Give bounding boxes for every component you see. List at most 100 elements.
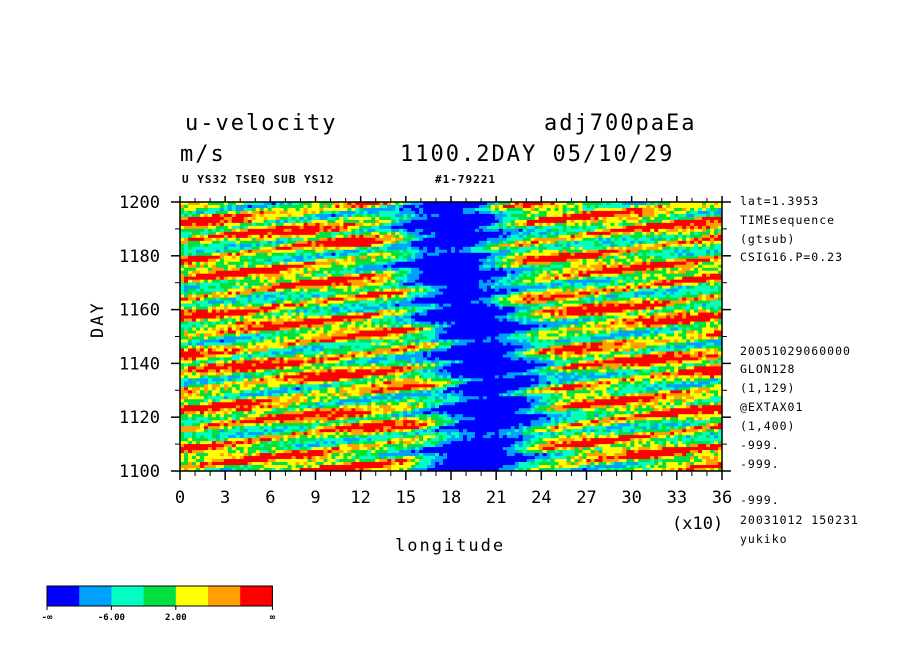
heatmap-cell [287, 210, 293, 215]
heatmap-cell [255, 240, 261, 245]
heatmap-cell [466, 216, 472, 221]
heatmap-cell [534, 261, 540, 266]
heatmap-cell [506, 273, 512, 278]
heatmap-cell [646, 246, 651, 251]
heatmap-cell [486, 243, 492, 248]
heatmap-cell [183, 243, 189, 248]
heatmap-cell [207, 204, 213, 209]
heatmap-cell [582, 279, 588, 284]
heatmap-cell [578, 207, 584, 212]
heatmap-cell [658, 246, 663, 251]
heatmap-cell [458, 243, 464, 248]
heatmap-cell [411, 204, 416, 209]
heatmap-cell [203, 216, 209, 221]
heatmap-cell [243, 276, 249, 281]
heatmap-cell [327, 249, 333, 254]
heatmap-cell [243, 237, 249, 242]
heatmap-cell [574, 261, 580, 266]
heatmap-cell [367, 216, 372, 221]
heatmap-cell [443, 252, 448, 257]
heatmap-cell [518, 228, 524, 233]
heatmap-cell [494, 258, 500, 263]
heatmap-cell [271, 202, 277, 206]
heatmap-cell [698, 267, 703, 272]
heatmap-cell [439, 285, 444, 290]
heatmap-cell [447, 225, 452, 230]
heatmap-cell [538, 249, 544, 254]
heatmap-cell [379, 288, 384, 293]
heatmap-cell [391, 225, 396, 230]
heatmap-cell [678, 219, 683, 224]
heatmap-cell [470, 273, 476, 278]
heatmap-cell [227, 252, 233, 257]
heatmap-cell [319, 207, 325, 212]
heatmap-cell [287, 252, 293, 257]
heatmap-cell [694, 267, 699, 272]
heatmap-cell [403, 202, 408, 206]
heatmap-cell [243, 270, 249, 275]
heatmap-cell [343, 234, 348, 239]
heatmap-cell [530, 207, 536, 212]
heatmap-cell [682, 228, 687, 233]
heatmap-cell [698, 222, 703, 227]
heatmap-cell [331, 288, 337, 293]
heatmap-cell [710, 276, 715, 281]
heatmap-cell [371, 234, 376, 239]
heatmap-cell [634, 252, 639, 257]
heatmap-cell [399, 246, 404, 251]
heatmap-cell [267, 246, 273, 251]
heatmap-cell [602, 255, 608, 260]
heatmap-cell [187, 207, 193, 212]
heatmap-cell [211, 202, 217, 206]
heatmap-cell [327, 279, 333, 284]
heatmap-cell [259, 228, 265, 233]
heatmap-cell [674, 276, 679, 281]
heatmap-cell [678, 225, 683, 230]
heatmap-cell [223, 282, 229, 287]
heatmap-cell [207, 294, 213, 299]
heatmap-cell [522, 210, 528, 215]
heatmap-cell [279, 237, 285, 242]
heatmap-cell [554, 204, 560, 209]
heatmap-cell [231, 291, 237, 296]
heatmap-cell [227, 255, 233, 260]
heatmap-cell [702, 264, 707, 269]
heatmap-cell [363, 228, 368, 233]
heatmap-cell [594, 222, 600, 227]
heatmap-cell [255, 213, 261, 218]
heatmap-cell [271, 231, 277, 236]
heatmap-cell [311, 258, 317, 263]
heatmap-cell [247, 216, 253, 221]
heatmap-cell [287, 258, 293, 263]
heatmap-cell [343, 252, 348, 257]
heatmap-cell [534, 276, 540, 281]
heatmap-cell [486, 216, 492, 221]
heatmap-cell [211, 258, 217, 263]
heatmap-cell [307, 243, 313, 248]
heatmap-cell [195, 252, 201, 257]
heatmap-cell [714, 207, 719, 212]
heatmap-cell [578, 279, 584, 284]
heatmap-cell [267, 219, 273, 224]
heatmap-cell [590, 270, 596, 275]
heatmap-cell [423, 240, 428, 245]
heatmap-cell [626, 210, 631, 215]
heatmap-cell [295, 207, 301, 212]
heatmap-cell [606, 228, 612, 233]
heatmap-cell [387, 261, 392, 266]
heatmap-cell [714, 261, 719, 266]
heatmap-cell [602, 207, 608, 212]
heatmap-cell [451, 264, 456, 269]
heatmap-cell [255, 282, 261, 287]
heatmap-cell [694, 270, 699, 275]
heatmap-cell [554, 231, 560, 236]
heatmap-cell [247, 207, 253, 212]
heatmap-cell [415, 243, 420, 248]
heatmap-cell [331, 252, 337, 257]
heatmap-cell [395, 228, 400, 233]
heatmap-cell [235, 255, 241, 260]
heatmap-cell [470, 291, 476, 296]
heatmap-cell [638, 267, 643, 272]
heatmap-cell [227, 288, 233, 293]
heatmap-cell [303, 213, 309, 218]
